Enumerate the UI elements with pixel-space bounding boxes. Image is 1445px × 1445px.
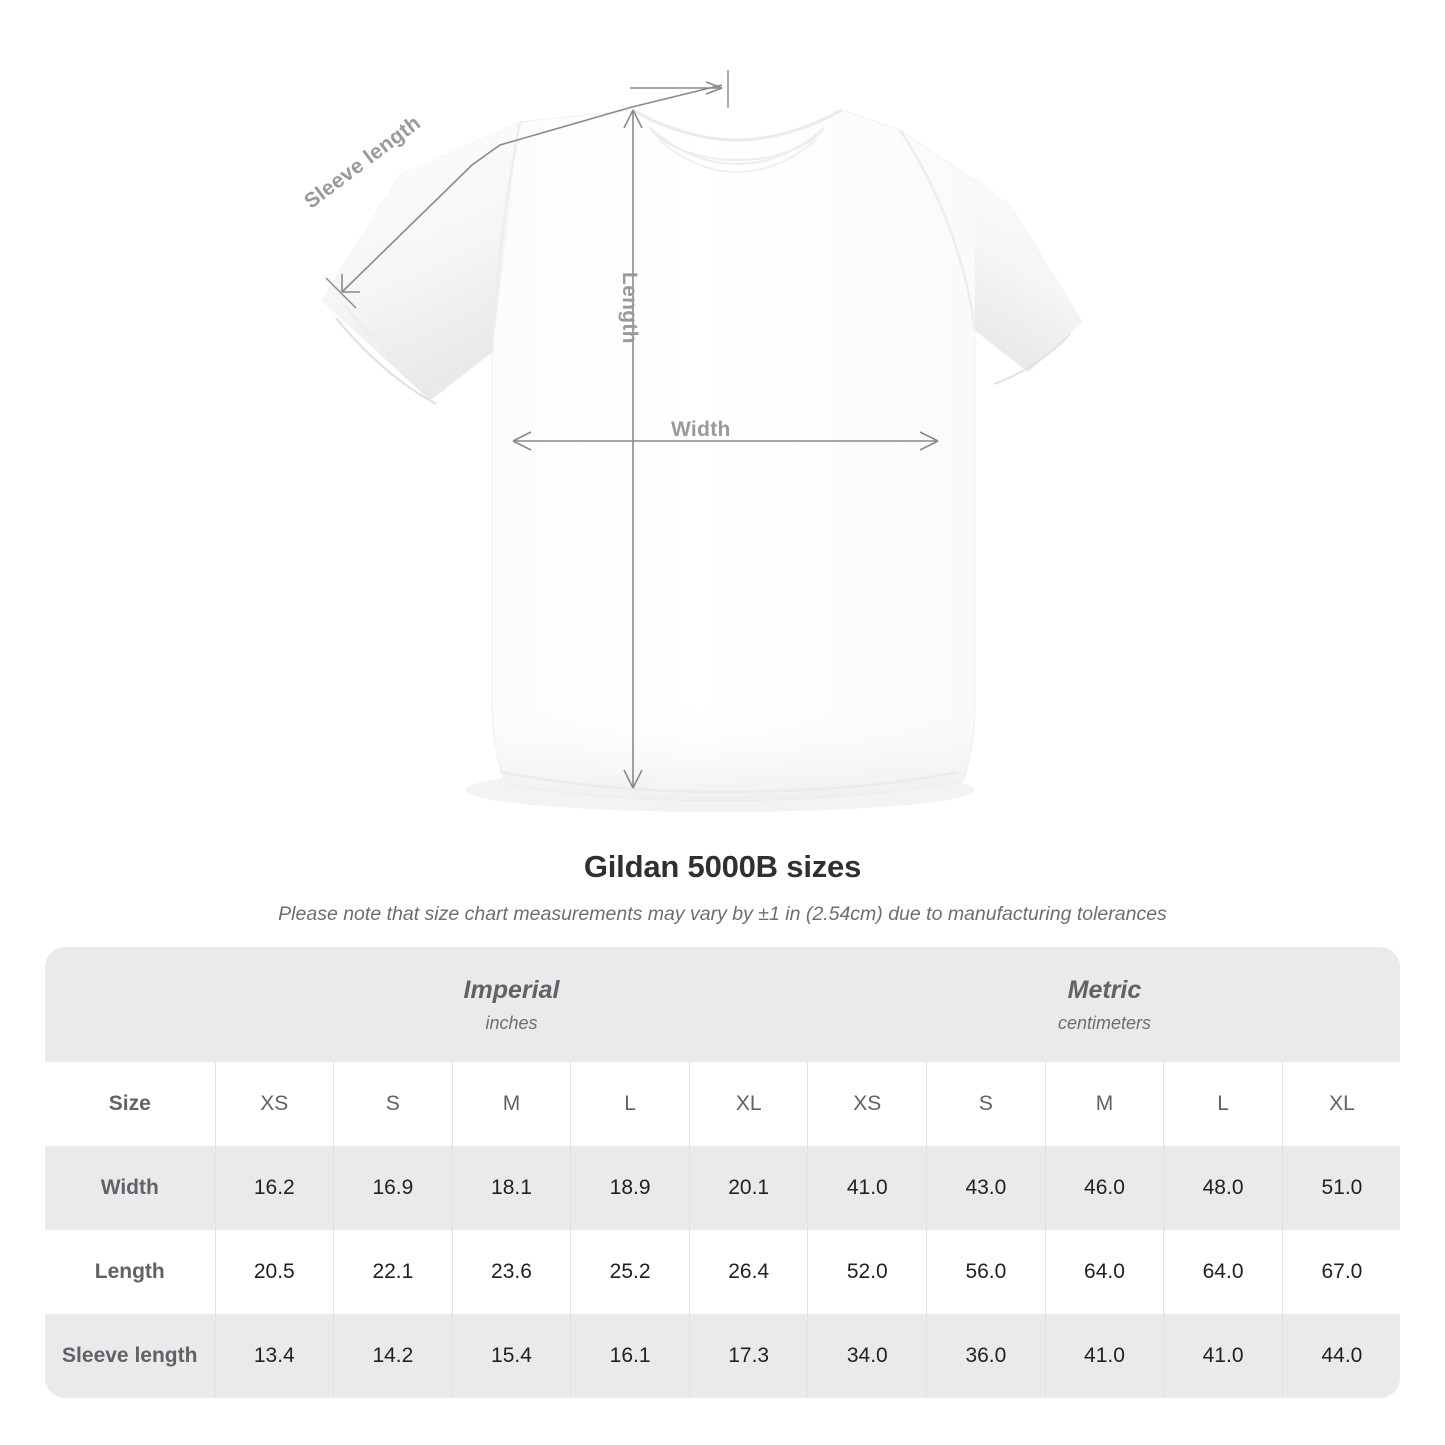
tolerance-note: Please note that size chart measurements…	[278, 903, 1167, 925]
sleeve-imperial-l: 16.1	[570, 1314, 690, 1398]
width-imperial-xs: 16.2	[214, 1146, 334, 1230]
chart-heading: Gildan 5000B sizes Please note that size…	[0, 845, 1445, 927]
width-imperial-s: 16.9	[333, 1146, 453, 1230]
length-imperial-xl: 26.4	[688, 1230, 808, 1314]
width-dimension	[512, 431, 939, 451]
width-label: Width	[671, 418, 731, 441]
unit-name-metric: Metric	[1067, 975, 1142, 1004]
sleeve-length-dimension	[325, 106, 633, 309]
size-chart-table-container: Imperial inches Metric centimeters Size …	[45, 947, 1400, 1398]
size-cell-imperial-s: S	[333, 1062, 453, 1146]
tshirt-diagram: Sleeve length Length Width	[300, 70, 1083, 812]
sleeve-imperial-m: 15.4	[451, 1314, 571, 1398]
length-imperial-s: 22.1	[333, 1230, 453, 1314]
size-header-row: Size XS S M L XL XS S M L XL	[45, 1062, 1400, 1146]
length-metric-xl: 67.0	[1281, 1230, 1400, 1314]
size-cell-metric-xl: XL	[1281, 1062, 1400, 1146]
unit-sub-metric: centimeters	[1057, 1012, 1151, 1033]
width-metric-xl: 51.0	[1281, 1146, 1400, 1230]
size-cell-imperial-l: L	[570, 1062, 690, 1146]
sleeve-metric-l: 41.0	[1163, 1314, 1283, 1398]
length-metric-xs: 52.0	[807, 1230, 927, 1314]
sleeve-metric-xs: 34.0	[807, 1314, 927, 1398]
unit-header-row: Imperial inches Metric centimeters	[45, 947, 1400, 1062]
width-imperial-m: 18.1	[451, 1146, 571, 1230]
length-imperial-xs: 20.5	[214, 1230, 334, 1314]
sleeve-imperial-xs: 13.4	[214, 1314, 334, 1398]
right-sleeve	[975, 175, 1082, 372]
left-sleeve	[322, 122, 520, 400]
row-label-length: Length	[45, 1230, 215, 1314]
length-dimension	[623, 109, 643, 789]
size-cell-metric-s: S	[926, 1062, 1046, 1146]
hem-seam	[499, 770, 959, 794]
shirt-hem	[492, 700, 975, 801]
right-sleeve-cuff	[993, 333, 1071, 385]
length-label: Length	[618, 272, 641, 344]
size-cell-imperial-xl: XL	[688, 1062, 808, 1146]
size-cell-metric-m: M	[1044, 1062, 1164, 1146]
length-imperial-l: 25.2	[570, 1230, 690, 1314]
length-metric-m: 64.0	[1044, 1230, 1164, 1314]
sleeve-metric-xl: 44.0	[1281, 1314, 1400, 1398]
size-cell-imperial-xs: XS	[214, 1062, 334, 1146]
shoulder-top-guide	[630, 70, 729, 108]
sleeve-imperial-s: 14.2	[333, 1314, 453, 1398]
collar-rib	[649, 127, 825, 166]
collar-outer	[631, 108, 843, 142]
page-title: Gildan 5000B sizes	[583, 849, 862, 884]
row-label-sleeve-length: Sleeve length	[45, 1314, 215, 1398]
sleeve-imperial-xl: 17.3	[688, 1314, 808, 1398]
length-metric-l: 64.0	[1163, 1230, 1283, 1314]
width-metric-s: 43.0	[926, 1146, 1046, 1230]
tshirt-illustration	[321, 70, 1083, 812]
width-metric-m: 46.0	[1044, 1146, 1164, 1230]
collar-inner	[658, 139, 817, 174]
row-label-size: Size	[45, 1062, 215, 1146]
left-sleeve-cuff	[335, 317, 437, 405]
unit-header-metric: Metric centimeters	[807, 947, 1400, 1062]
unit-name-imperial: Imperial	[463, 975, 560, 1004]
width-imperial-xl: 20.1	[688, 1146, 808, 1230]
unit-header-spacer	[45, 947, 215, 1062]
right-armhole-seam	[898, 129, 977, 331]
width-metric-xs: 41.0	[807, 1146, 927, 1230]
row-label-width: Width	[45, 1146, 215, 1230]
size-cell-metric-l: L	[1163, 1062, 1283, 1146]
size-cell-imperial-m: M	[451, 1062, 571, 1146]
left-armhole-seam	[490, 121, 522, 353]
sleeve-metric-m: 41.0	[1044, 1314, 1164, 1398]
width-metric-l: 48.0	[1163, 1146, 1283, 1230]
table-row: Length 20.5 22.1 23.6 25.2 26.4 52.0 56.…	[45, 1230, 1400, 1314]
left-sleeve-cuff-inner	[344, 305, 445, 393]
unit-header-imperial: Imperial inches	[215, 947, 808, 1062]
size-cell-metric-xs: XS	[807, 1062, 927, 1146]
table-row: Sleeve length 13.4 14.2 15.4 16.1 17.3 3…	[45, 1314, 1400, 1398]
table-row: Width 16.2 16.9 18.1 18.9 20.1 41.0 43.0…	[45, 1146, 1400, 1230]
length-metric-s: 56.0	[926, 1230, 1046, 1314]
unit-sub-imperial: inches	[485, 1012, 538, 1033]
width-imperial-l: 18.9	[570, 1146, 690, 1230]
sleeve-metric-s: 36.0	[926, 1314, 1046, 1398]
length-imperial-m: 23.6	[451, 1230, 571, 1314]
size-chart-table: Imperial inches Metric centimeters Size …	[45, 947, 1400, 1398]
